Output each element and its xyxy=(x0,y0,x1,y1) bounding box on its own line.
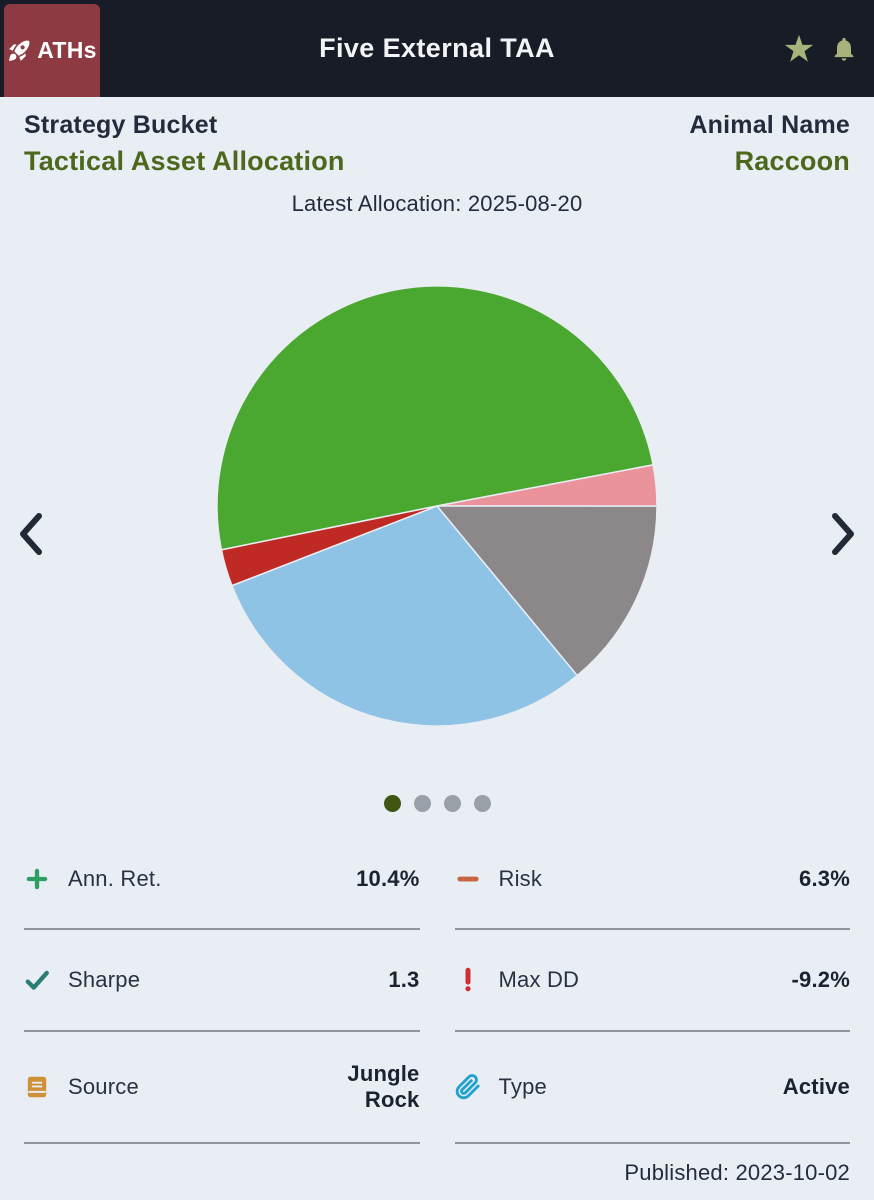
exclamation-icon xyxy=(455,967,481,993)
strategy-bucket-value: Tactical Asset Allocation xyxy=(24,146,345,176)
stat-label: Sharpe xyxy=(68,967,141,992)
published-date: Published: 2023-10-02 xyxy=(624,1160,850,1185)
stat-risk: Risk 6.3% xyxy=(454,830,850,930)
stat-max-dd: Max DD -9.2% xyxy=(454,930,850,1032)
paperclip-icon xyxy=(455,1074,481,1100)
plus-icon xyxy=(24,866,50,892)
carousel-dot[interactable] xyxy=(473,795,491,812)
stat-label: Source xyxy=(68,1074,139,1099)
strategy-info: Strategy Bucket Animal Name Tactical Ass… xyxy=(0,97,874,217)
pie-slice-dark-red xyxy=(220,505,438,587)
stat-type: Type Active xyxy=(454,1032,850,1144)
bell-icon[interactable] xyxy=(830,34,858,64)
app-header: ATHs Five External TAA xyxy=(0,0,874,97)
carousel-dots xyxy=(0,795,874,812)
book-icon xyxy=(24,1074,50,1100)
stat-value: Active xyxy=(782,1073,850,1099)
check-icon xyxy=(24,967,50,993)
carousel-dot[interactable] xyxy=(383,795,401,812)
stat-label: Risk xyxy=(498,866,543,891)
latest-allocation-date: Latest Allocation: 2025-08-20 xyxy=(291,191,583,216)
pie-slice-green xyxy=(216,285,654,551)
stat-label: Type xyxy=(498,1074,547,1099)
animal-name-value: Raccoon xyxy=(734,146,850,176)
stat-label: Ann. Ret. xyxy=(68,866,162,891)
stat-sharpe: Sharpe 1.3 xyxy=(24,930,420,1032)
stat-label: Max DD xyxy=(498,967,580,992)
stat-value: -9.2% xyxy=(791,966,850,992)
page-title: Five External TAA xyxy=(319,33,555,63)
allocation-pie-chart[interactable] xyxy=(214,283,660,729)
star-icon[interactable] xyxy=(782,32,816,66)
stat-source: Source Jungle Rock xyxy=(24,1032,420,1144)
rocket-icon xyxy=(9,40,30,61)
carousel-next-button[interactable] xyxy=(822,511,866,557)
stat-value: Jungle Rock xyxy=(347,1060,420,1112)
animal-name-label: Animal Name xyxy=(689,111,850,139)
minus-icon xyxy=(455,866,481,892)
pie-slice-gray xyxy=(436,505,658,677)
carousel-dot[interactable] xyxy=(443,795,461,812)
logo-text: ATHs xyxy=(37,37,97,63)
stat-value: 1.3 xyxy=(388,966,420,992)
stat-ann-ret: Ann. Ret. 10.4% xyxy=(24,830,420,930)
stat-value: 6.3% xyxy=(799,865,850,891)
chevron-right-icon xyxy=(832,513,854,555)
header-actions xyxy=(782,32,858,66)
chevron-left-icon xyxy=(20,513,42,555)
strategy-bucket-label: Strategy Bucket xyxy=(24,111,218,139)
pie-slice-light-blue xyxy=(231,505,578,727)
stat-value: 10.4% xyxy=(356,865,420,891)
allocation-carousel xyxy=(0,217,874,812)
app-logo[interactable]: ATHs xyxy=(4,4,100,97)
carousel-prev-button[interactable] xyxy=(8,511,52,557)
carousel-dot[interactable] xyxy=(413,795,431,812)
stats-grid: Ann. Ret. 10.4% Risk 6.3% Sharpe 1.3 Max… xyxy=(0,830,874,1144)
